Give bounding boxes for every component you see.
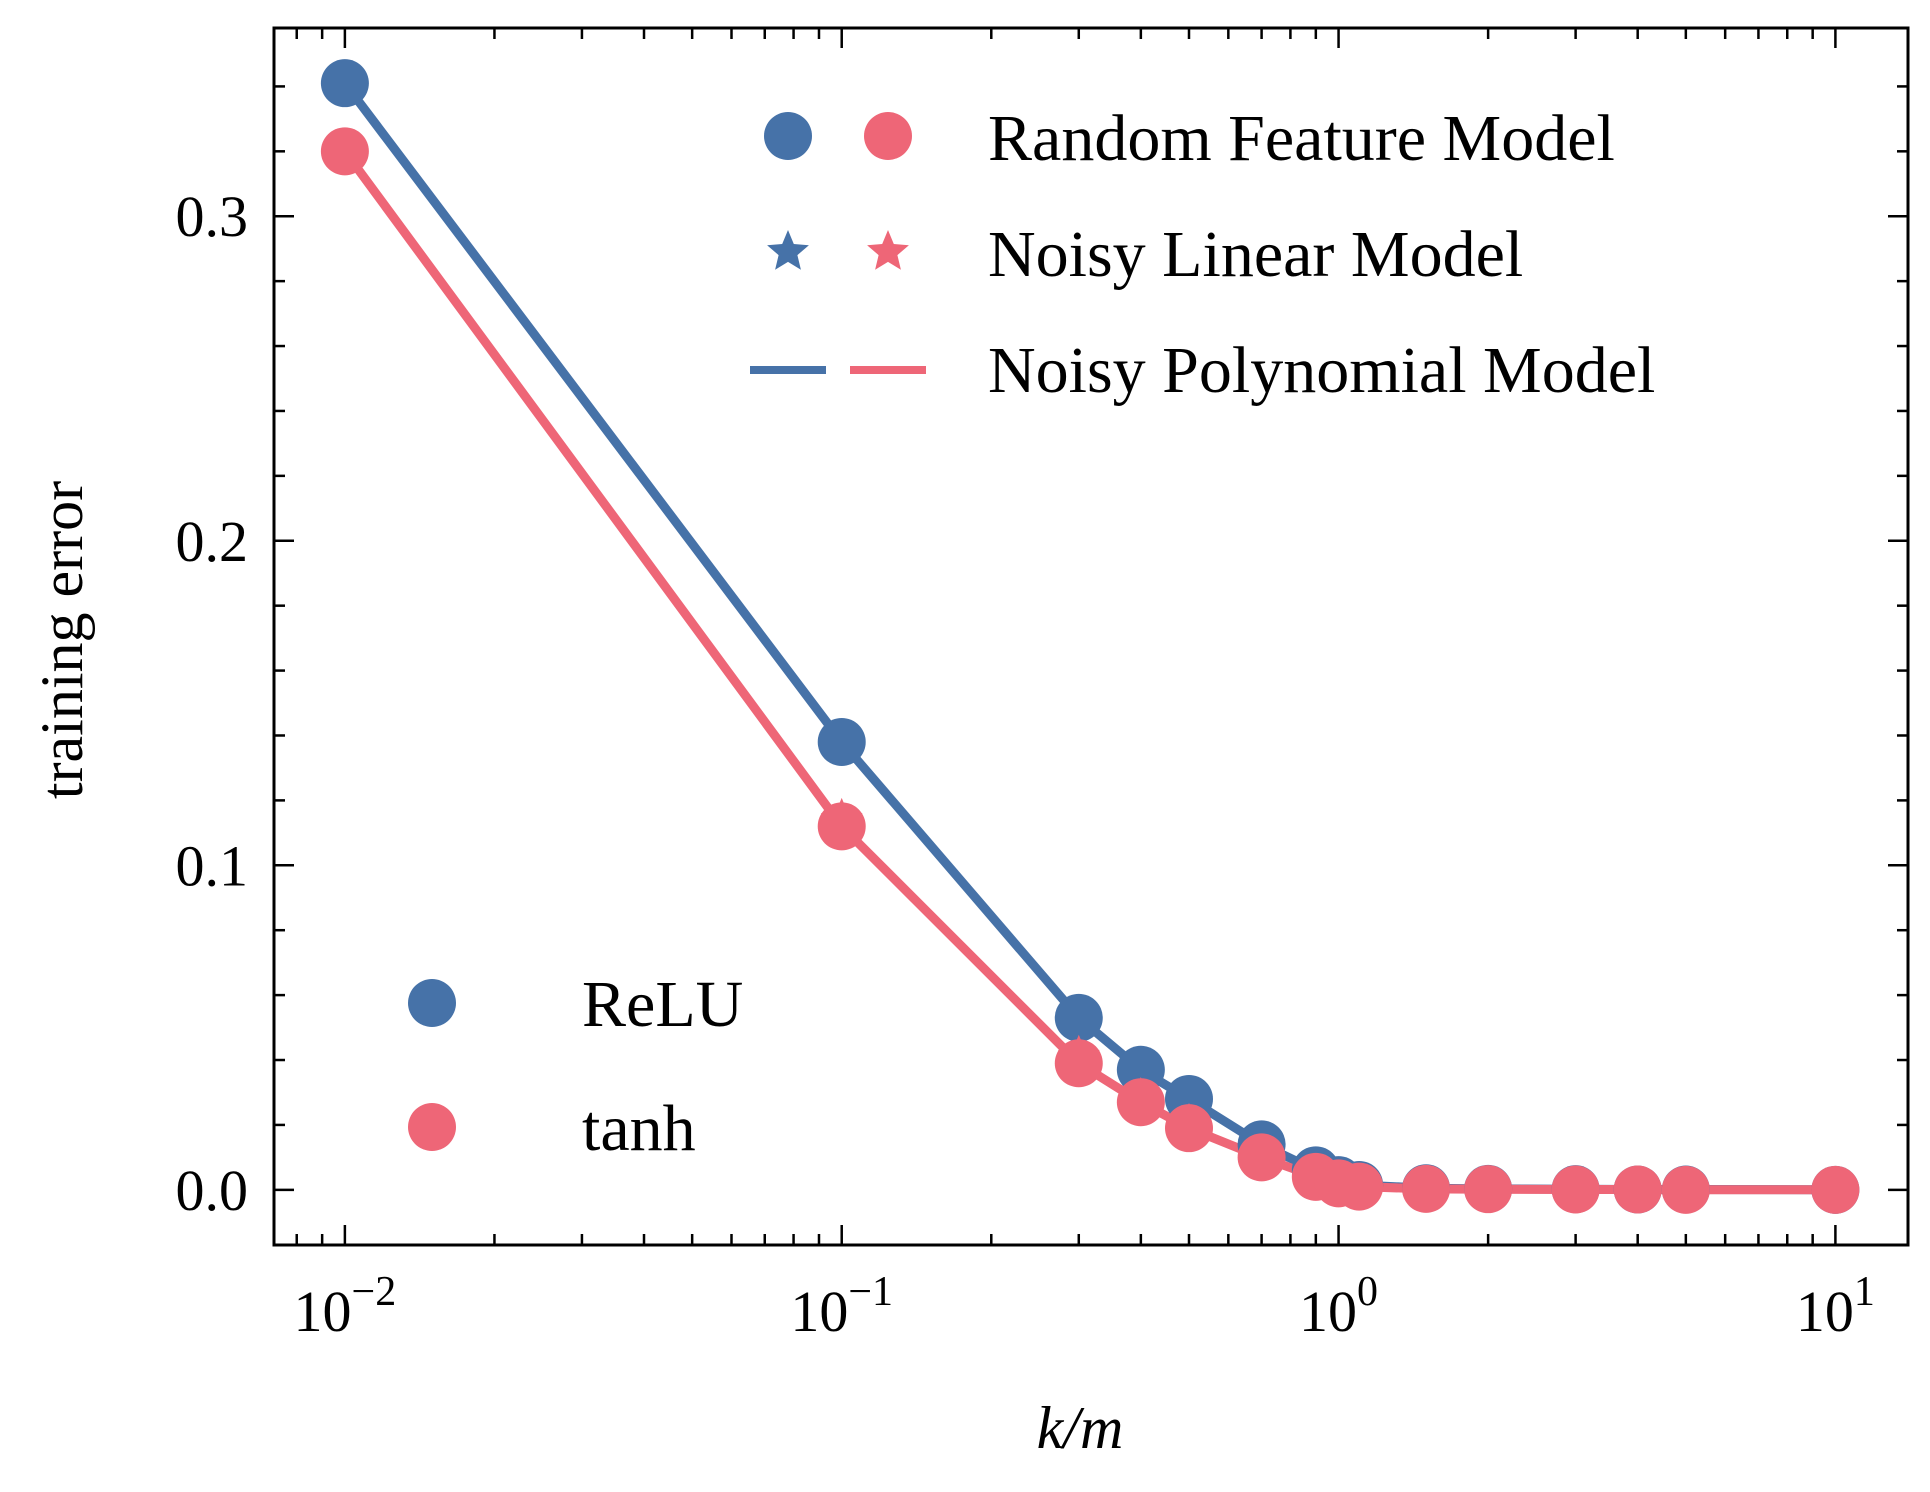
marker-tanh-random-feature (1551, 1165, 1600, 1214)
marker-tanh-random-feature (1237, 1133, 1286, 1182)
legend-rf-label: Random Feature Model (988, 102, 1615, 175)
marker-tanh-random-feature (1402, 1164, 1451, 1213)
marker-relu-random-feature (1054, 993, 1103, 1042)
marker-tanh-random-feature (817, 802, 866, 851)
y-tick-label: 0.2 (176, 509, 249, 574)
legend-rf-relu-marker (764, 112, 812, 160)
marker-relu-random-feature (817, 717, 866, 766)
legend-tanh-marker (408, 1103, 456, 1151)
marker-tanh-random-feature (1811, 1165, 1860, 1214)
marker-tanh-random-feature (1164, 1104, 1213, 1153)
marker-tanh-random-feature (320, 127, 369, 176)
legend-nl-relu-marker (767, 230, 809, 270)
legend-activations: ReLU tanh (408, 968, 743, 1165)
x-tick-label: 100 (1299, 1269, 1378, 1344)
legend-relu-label: ReLU (582, 968, 743, 1041)
legend-tanh-label: tanh (582, 1092, 696, 1165)
legend-nl-tanh-marker (867, 230, 909, 270)
series-markers (320, 59, 1860, 1214)
marker-tanh-random-feature (1054, 1039, 1103, 1088)
marker-relu-random-feature (320, 59, 369, 108)
x-tick-labels: 10−2 10−1 100 101 (294, 1269, 1875, 1344)
plot-frame (272, 26, 1910, 1247)
marker-tanh-random-feature (1464, 1165, 1513, 1214)
y-axis-label: training error (29, 481, 95, 799)
x-axis-label: k/m (1037, 1395, 1124, 1461)
y-tick-label: 0.1 (176, 833, 249, 898)
legend-models: Random Feature Model Noisy Linear Model … (750, 102, 1655, 407)
marker-tanh-random-feature (1613, 1165, 1662, 1214)
legend-rf-tanh-marker (864, 112, 912, 160)
x-tick-label: 10−1 (790, 1269, 893, 1344)
marker-tanh-random-feature (1335, 1162, 1384, 1211)
marker-tanh-random-feature (1116, 1078, 1165, 1127)
legend-np-label: Noisy Polynomial Model (988, 334, 1655, 407)
x-tick-label: 10−2 (294, 1269, 397, 1344)
y-tick-label: 0.3 (176, 184, 249, 249)
axis-ticks (274, 28, 1908, 1245)
y-tick-label: 0.0 (176, 1158, 249, 1223)
y-tick-labels: 0.0 0.1 0.2 0.3 (176, 184, 249, 1223)
legend-relu-marker (408, 979, 456, 1027)
x-tick-label: 101 (1796, 1269, 1875, 1344)
marker-tanh-random-feature (1661, 1165, 1710, 1214)
legend-nl-label: Noisy Linear Model (988, 218, 1523, 291)
